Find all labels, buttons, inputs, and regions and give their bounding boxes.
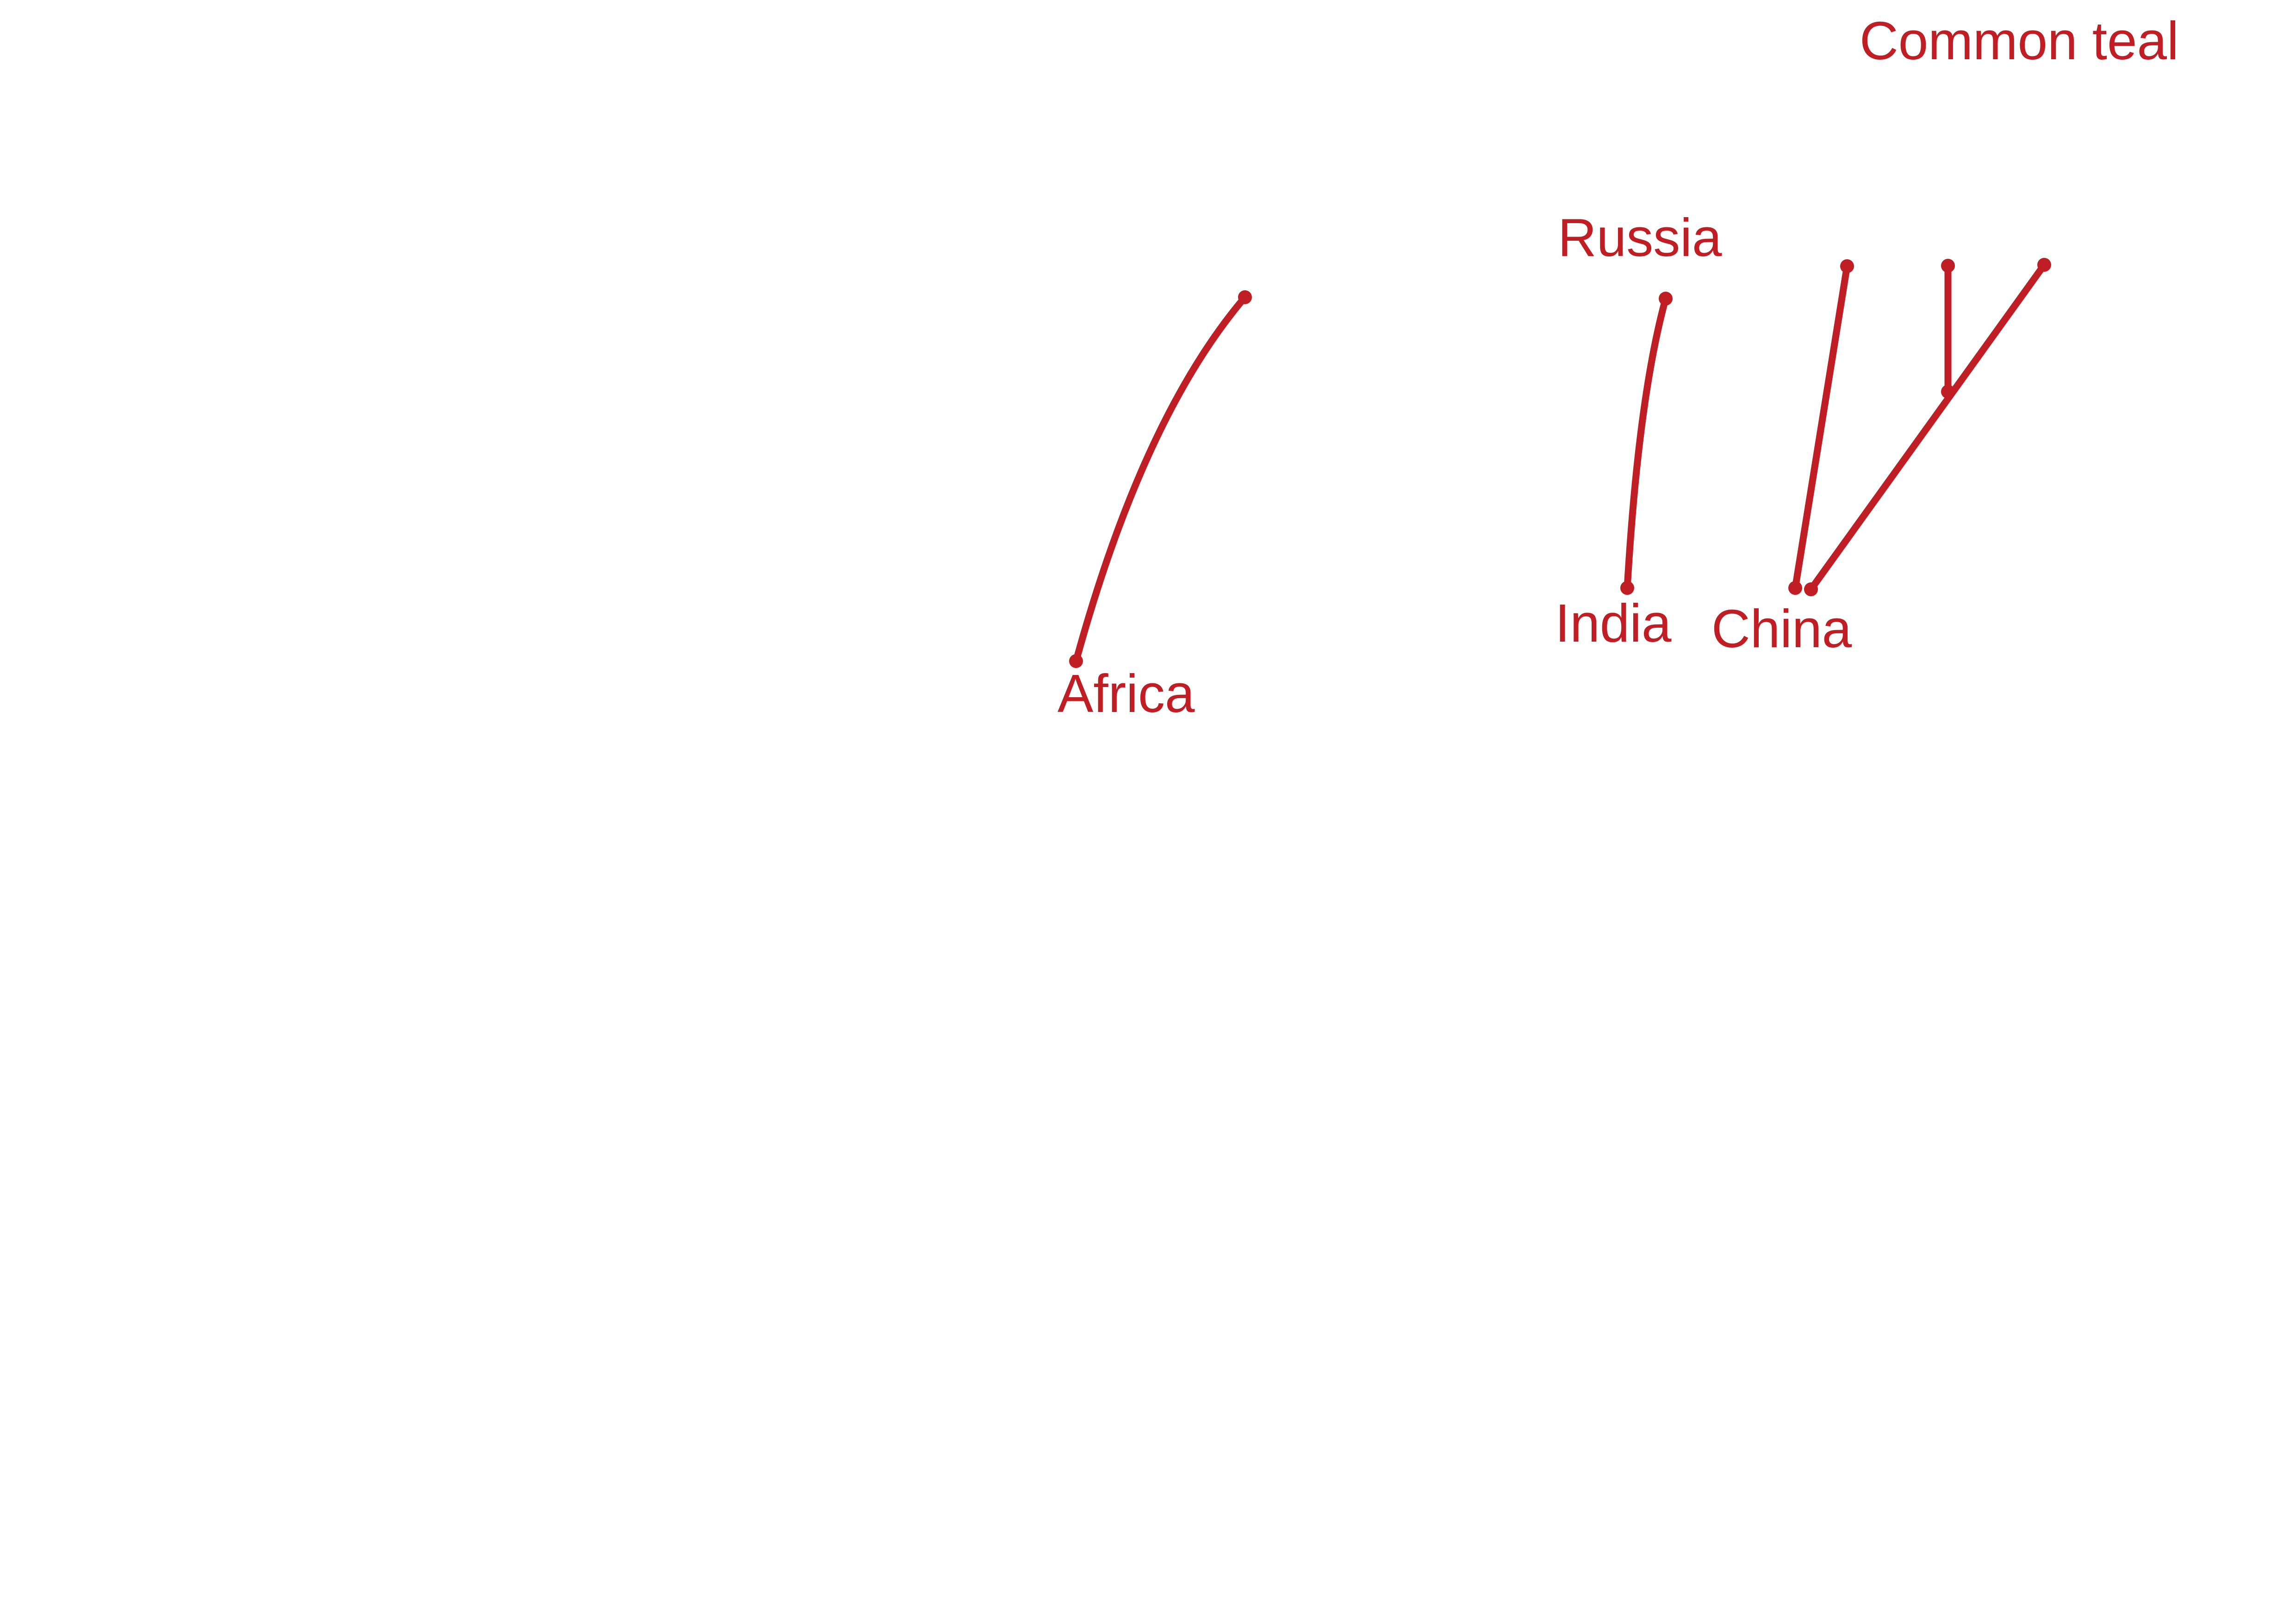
route-endpoint-dot [1941,259,1955,273]
route-endpoint-dot [1788,581,1802,595]
place-label-africa: Africa [1058,663,1195,724]
route-endpoint-dot [1941,385,1955,399]
route-endpoint-dot [1238,290,1252,304]
route-endpoint-dot [1804,582,1818,596]
place-label-china: China [1711,599,1852,659]
route-endpoint-dot [2037,258,2051,272]
route-endpoint-dot [1620,581,1634,595]
route-china-east [1807,261,2048,593]
route-endpoint-dot [1659,292,1673,306]
place-label-india: India [1555,593,1672,653]
route-endpoint-dot [1069,654,1083,668]
route-africa [1072,294,1249,665]
place-label-russia: Russia [1558,207,1722,268]
route-china-west [1792,262,1851,592]
map-title: Common teal [1860,11,2179,71]
route-russia-india [1624,295,1669,592]
route-endpoint-dot [1840,259,1854,273]
